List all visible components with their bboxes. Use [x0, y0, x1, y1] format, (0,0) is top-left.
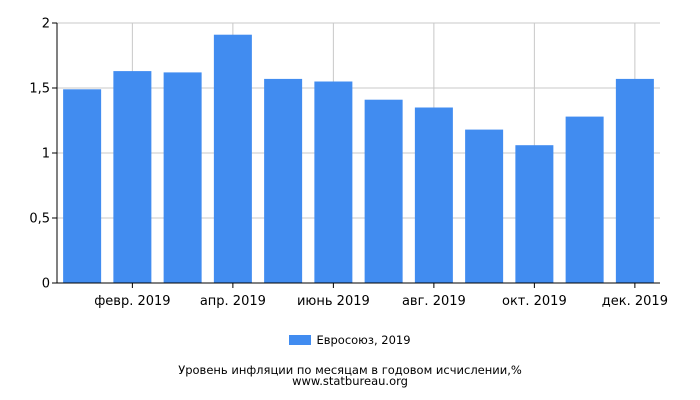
bar	[113, 71, 152, 283]
x-tick-label: февр. 2019	[94, 294, 170, 309]
bar	[465, 129, 504, 283]
y-tick-label: 0,5	[29, 212, 50, 227]
y-tick-label: 1	[42, 147, 50, 162]
bar	[314, 81, 353, 283]
x-tick-label: дек. 2019	[602, 294, 668, 309]
source-url: www.statbureau.org	[292, 374, 408, 388]
x-tick-label: июнь 2019	[297, 294, 370, 309]
bar	[565, 116, 604, 283]
axes	[52, 22, 660, 288]
bars	[63, 34, 654, 284]
legend-label: Евросоюз, 2019	[316, 333, 411, 347]
bar	[213, 34, 252, 284]
x-tick-label: апр. 2019	[200, 294, 266, 309]
bar	[63, 89, 102, 283]
bar	[364, 99, 403, 283]
bar	[414, 107, 453, 283]
tick-labels: 0 0,5 1 1,5 2 февр. 2019 апр. 2019 июнь 2019 авг…	[29, 17, 668, 310]
legend-swatch	[289, 334, 312, 345]
bar	[515, 145, 554, 283]
bar	[163, 72, 202, 284]
bar	[615, 78, 654, 284]
y-tick-label: 1,5	[29, 82, 50, 97]
x-tick-label: авг. 2019	[402, 294, 466, 309]
bar	[264, 78, 303, 284]
y-tick-label: 2	[42, 17, 50, 32]
y-tick-label: 0	[42, 277, 50, 292]
legend: Евросоюз, 2019	[0, 333, 700, 347]
x-tick-label: окт. 2019	[502, 294, 567, 309]
chart-caption: Уровень инфляции по месяцам в годовом ис…	[178, 363, 522, 377]
